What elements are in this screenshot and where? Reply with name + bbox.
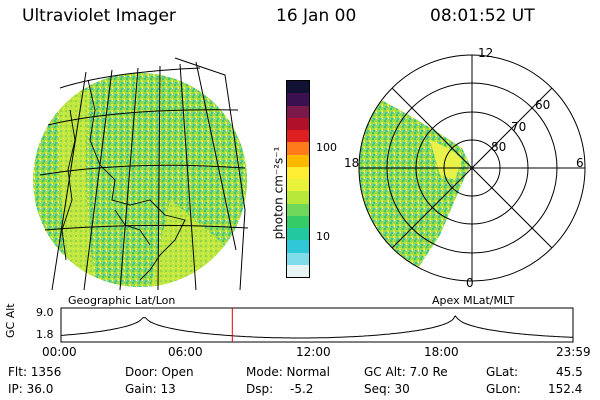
timeline-xtick-0: 00:00: [42, 345, 77, 359]
colorbar-swatch: [287, 240, 309, 253]
colorbar-swatch: [287, 93, 309, 106]
colorbar-unit-label: photon cm⁻²s⁻¹: [271, 146, 286, 240]
lat-ring-60: 60: [535, 98, 551, 112]
colorbar-swatch: [287, 203, 309, 216]
colorbar-swatch: [287, 215, 309, 228]
altitude-timeline: [60, 307, 574, 343]
status-gc-alt: GC Alt: 7.0 Re: [364, 365, 448, 379]
colorbar-swatch: [287, 130, 309, 143]
colorbar-swatch: [287, 105, 309, 118]
status-glon-value: 152.4: [548, 382, 583, 396]
status-mode: Mode: Normal: [246, 365, 330, 379]
colorbar-swatch: [287, 264, 309, 277]
timeline-frame: [60, 307, 574, 343]
lat-ring-70: 70: [511, 120, 527, 134]
colorbar-swatch: [287, 117, 309, 130]
colorbar-swatch: [287, 142, 309, 155]
timeline-xtick-3: 18:00: [424, 345, 459, 359]
mlt-label-left: 18: [344, 156, 360, 170]
colorbar-tick-10: 10: [316, 230, 330, 243]
mlt-label-right: 6: [576, 156, 584, 170]
colorbar-swatch: [287, 252, 309, 265]
colorbar-swatch: [287, 179, 309, 192]
mlt-label-top: 12: [478, 46, 494, 60]
timeline-xtick-1: 06:00: [168, 345, 203, 359]
time-label: 08:01:52 UT: [430, 6, 535, 26]
status-seq: Seq: 30: [364, 382, 410, 396]
colorbar-swatch: [287, 81, 309, 94]
status-gain: Gain: 13: [125, 382, 176, 396]
timeline-xtick-4: 23:59: [556, 345, 591, 359]
timeline-xtick-2: 12:00: [296, 345, 331, 359]
mlt-label-bottom: 0: [466, 276, 474, 290]
timeline-ytick-top: 9.0: [36, 306, 54, 319]
date-label: 16 Jan 00: [276, 6, 357, 26]
timeline-ytick-bottom: 1.8: [36, 328, 54, 341]
colorbar: [286, 80, 310, 278]
status-dsp-value: -5.2: [290, 382, 314, 396]
status-glat-value: 45.5: [556, 365, 583, 379]
timeline-ylabel: GC Alt: [4, 303, 17, 338]
colorbar-swatch: [287, 191, 309, 204]
apex-caption: Apex MLat/MLT: [432, 294, 515, 307]
status-door: Door: Open: [125, 365, 194, 379]
geographic-caption: Geographic Lat/Lon: [68, 294, 176, 307]
colorbar-swatch: [287, 166, 309, 179]
altitude-curve: [60, 315, 574, 339]
colorbar-tick-100: 100: [316, 141, 337, 154]
status-dsp: Dsp:: [246, 382, 274, 396]
colorbar-swatch: [287, 228, 309, 241]
status-flt: Flt: 1356: [8, 365, 62, 379]
lat-ring-80: 80: [491, 140, 507, 154]
status-glon: GLon:: [486, 382, 521, 396]
status-ip: IP: 36.0: [8, 382, 54, 396]
colorbar-swatch: [287, 154, 309, 167]
status-glat: GLat:: [486, 365, 519, 379]
instrument-title: Ultraviolet Imager: [22, 6, 176, 26]
